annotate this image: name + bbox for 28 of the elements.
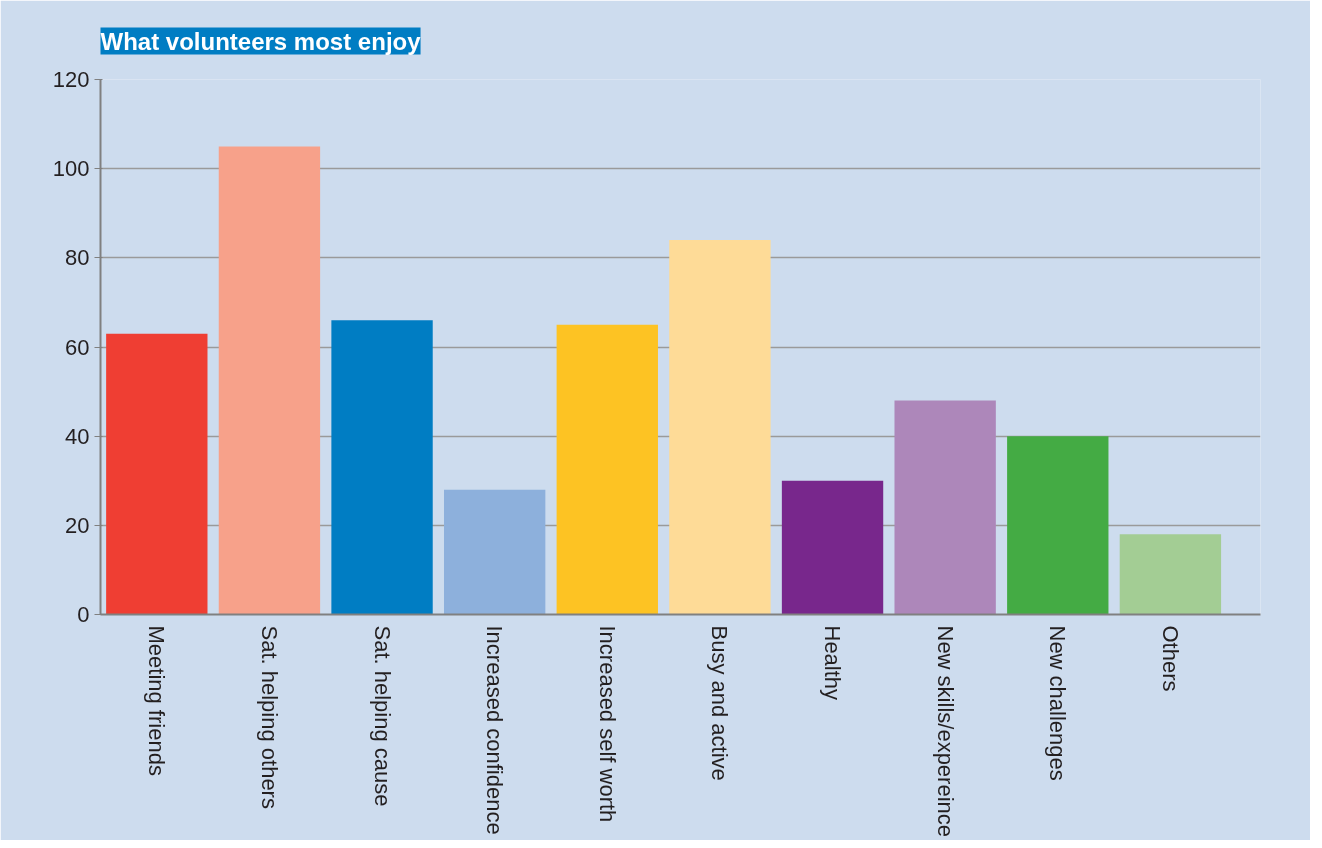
y-tick-label: 60	[65, 334, 90, 360]
y-tick-label: 40	[65, 423, 90, 449]
bar	[1119, 534, 1222, 615]
chart-title: What volunteers most enjoy	[100, 27, 422, 55]
bar	[556, 324, 658, 615]
y-tick-label: 0	[77, 602, 90, 627]
x-tick-label: Sat. helping others	[256, 625, 282, 809]
bar	[1007, 436, 1109, 615]
bar	[331, 320, 433, 615]
x-tick-label: New challenges	[1045, 625, 1071, 781]
x-tick-label: Sat. helping cause	[369, 625, 395, 807]
x-tick-label: Meeting friends	[144, 625, 170, 776]
x-tick-label: Others	[1157, 625, 1183, 692]
y-tick-label: 120	[52, 67, 90, 92]
y-tick-label: 20	[65, 512, 90, 538]
bar	[444, 489, 546, 615]
bar	[894, 400, 996, 615]
x-tick-label: Increased self worth	[594, 625, 620, 823]
x-tick-label: New skills/expereince	[932, 625, 958, 838]
x-tick-label: Healthy	[820, 625, 846, 701]
x-tick-label: Busy and active	[707, 625, 733, 781]
bar	[781, 480, 884, 615]
x-tick-label: Increased confidence	[482, 625, 508, 835]
y-tick-label: 80	[65, 245, 90, 271]
y-tick-label: 100	[52, 156, 90, 182]
bar	[218, 146, 321, 615]
bar	[106, 333, 208, 615]
bar	[669, 240, 771, 615]
